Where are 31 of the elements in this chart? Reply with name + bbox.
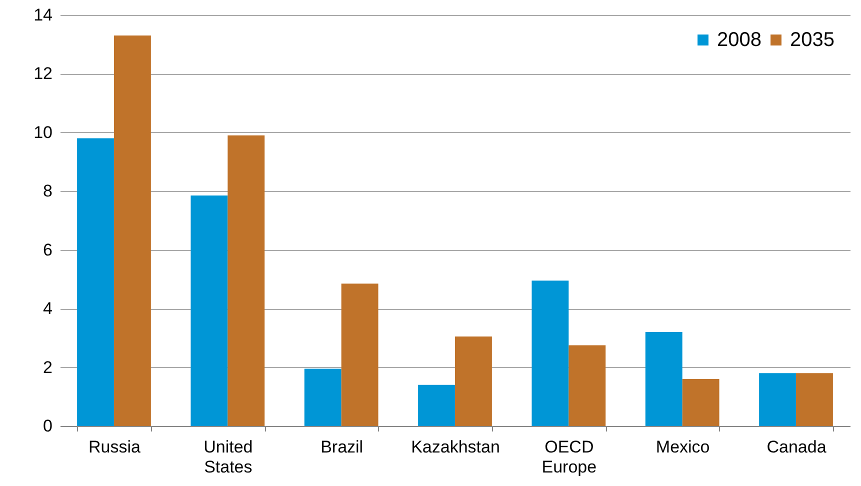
bar [418,384,455,426]
y-tick-label: 14 [34,6,52,24]
x-tick-label: OECD Europe [542,438,597,476]
bar [304,368,342,426]
y-tick-label: 2 [43,358,52,377]
y-tick-label: 10 [34,122,52,142]
bar [228,135,265,426]
bar [796,373,833,426]
bar [532,280,569,426]
bar [682,379,720,426]
bar [190,196,228,426]
x-tick-label: Brazil [320,438,364,456]
bar [568,345,606,426]
bar [455,336,492,426]
legend-label: 2035 [790,29,834,51]
bar [341,284,378,426]
y-tick-label: 0 [43,416,52,436]
y-tick-label: 6 [43,240,52,260]
y-tick-label: 4 [43,299,52,318]
bar [114,36,151,426]
x-tick-label: Russia [88,438,142,456]
x-tick-label: Kazakhstan [411,438,500,456]
legend-label: 2008 [717,29,762,51]
y-tick-label: 8 [43,182,52,201]
bar [645,332,682,426]
x-tick-label: Canada [766,438,827,456]
bar [77,138,114,426]
x-tick-label: United States [204,438,253,476]
x-tick-label: Mexico [656,438,710,456]
y-tick-label: 12 [34,64,52,84]
bar [759,373,796,426]
